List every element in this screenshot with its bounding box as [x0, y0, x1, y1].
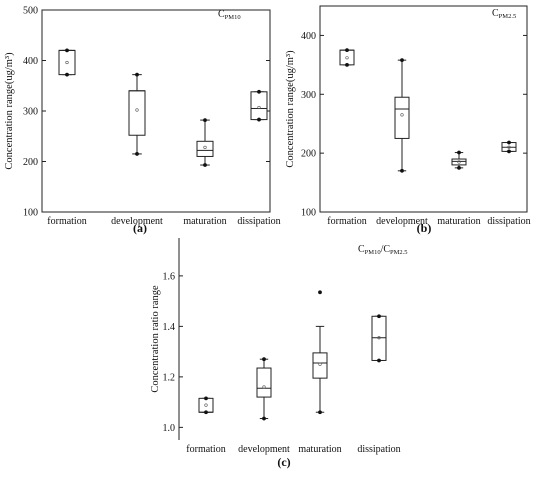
mean-marker — [345, 56, 349, 60]
box-formation — [58, 48, 76, 77]
y-axis-label: Concentration range(ug/m³) — [285, 50, 296, 168]
x-tick-label: development — [376, 216, 428, 227]
y-tick-label: 200 — [23, 157, 38, 168]
box-development — [128, 72, 146, 156]
y-tick-label: 400 — [23, 56, 38, 67]
plot-frame — [319, 5, 528, 213]
extreme-point — [457, 165, 461, 170]
extreme-point — [262, 416, 266, 421]
box-development — [394, 58, 410, 173]
mean-marker — [318, 362, 322, 366]
extreme-point — [135, 72, 139, 77]
mean-marker — [377, 336, 381, 340]
extreme-point — [400, 58, 404, 63]
box-iqr — [371, 315, 387, 361]
panel-label: (b) — [417, 221, 432, 235]
mean-marker — [400, 113, 404, 117]
box-formation — [339, 48, 355, 67]
extreme-point — [204, 396, 208, 401]
box-iqr — [250, 91, 268, 121]
plot-frame — [41, 9, 271, 213]
extreme-point — [257, 117, 261, 122]
chart-title: CPM10 — [218, 9, 241, 21]
y-tick-label: 500 — [23, 6, 38, 17]
extreme-point — [345, 48, 349, 53]
y-tick-label: 100 — [23, 208, 38, 219]
extreme-point — [318, 410, 322, 415]
x-tick-label: maturation — [183, 216, 226, 227]
extreme-point — [65, 48, 69, 53]
box-iqr — [339, 49, 355, 66]
chart-panel-3: 1.0 1.2 1.4 1.6 formation development maturati… — [150, 238, 408, 469]
mean-marker — [457, 160, 461, 164]
chart-panel-2: 100 200 300 400 formation development maturati… — [285, 5, 531, 235]
x-tick-label: maturation — [437, 216, 480, 227]
box-maturation — [451, 150, 467, 170]
extreme-point — [507, 140, 511, 145]
box-iqr — [58, 49, 76, 76]
extreme-point — [65, 72, 69, 77]
mean-marker — [262, 385, 266, 389]
mean-marker — [203, 145, 207, 149]
x-tick-label: development — [111, 216, 163, 227]
chart-title: CPM10/CPM2.5 — [358, 244, 408, 256]
y-tick-label: 300 — [23, 107, 38, 118]
y-tick-label: 200 — [301, 149, 316, 160]
x-tick-label: formation — [186, 444, 225, 455]
extreme-point — [257, 89, 261, 94]
y-axis-label: Concentration range(ug/m³) — [4, 52, 15, 170]
mean-marker — [257, 105, 261, 110]
x-tick-label: dissipation — [487, 216, 530, 227]
y-tick-label: 400 — [301, 31, 316, 42]
box-iqr — [128, 90, 146, 136]
extreme-point — [377, 314, 381, 319]
box-maturation — [312, 290, 328, 415]
extreme-point — [204, 410, 208, 415]
x-tick-label: maturation — [298, 444, 341, 455]
y-axis-label: Concentration ratio range — [150, 285, 161, 393]
extreme-point — [203, 163, 207, 167]
extreme-point — [318, 290, 322, 295]
y-tick-label: 1.2 — [163, 372, 176, 383]
extreme-point — [203, 118, 207, 122]
box-dissipation — [501, 140, 517, 154]
mean-marker — [204, 403, 208, 407]
x-tick-label: dissipation — [237, 216, 280, 227]
x-tick-label: dissipation — [357, 444, 400, 455]
mean-marker — [507, 145, 511, 149]
box-development — [256, 357, 272, 421]
extreme-point — [377, 358, 381, 363]
extreme-point — [345, 62, 349, 67]
mean-marker — [65, 60, 69, 65]
y-tick-label: 1.4 — [163, 322, 176, 333]
extreme-point — [262, 357, 266, 362]
box-iqr — [198, 397, 214, 413]
y-tick-label: 1.6 — [163, 271, 176, 282]
box-iqr — [256, 367, 272, 398]
extreme-point — [400, 168, 404, 173]
extreme-point — [457, 150, 461, 155]
x-tick-label: development — [238, 444, 290, 455]
y-tick-label: 300 — [301, 90, 316, 101]
mean-marker — [135, 108, 139, 112]
box-iqr — [451, 158, 467, 166]
panel-label: (c) — [277, 455, 290, 469]
y-tick-label: 1.0 — [163, 423, 176, 434]
chart-panel-1: 100 200 300 400 500 formation development matur… — [4, 6, 281, 236]
box-dissipation — [250, 89, 268, 122]
x-tick-label: formation — [47, 216, 86, 227]
y-tick-label: 100 — [301, 208, 316, 219]
box-iqr — [394, 96, 410, 139]
box-formation — [198, 396, 214, 415]
box-maturation — [196, 118, 214, 167]
panel-label: (a) — [133, 221, 147, 235]
chart-title: CPM2.5 — [492, 8, 516, 20]
box-dissipation — [371, 314, 387, 363]
extreme-point — [135, 152, 139, 156]
x-tick-label: formation — [327, 216, 366, 227]
extreme-point — [507, 149, 511, 154]
